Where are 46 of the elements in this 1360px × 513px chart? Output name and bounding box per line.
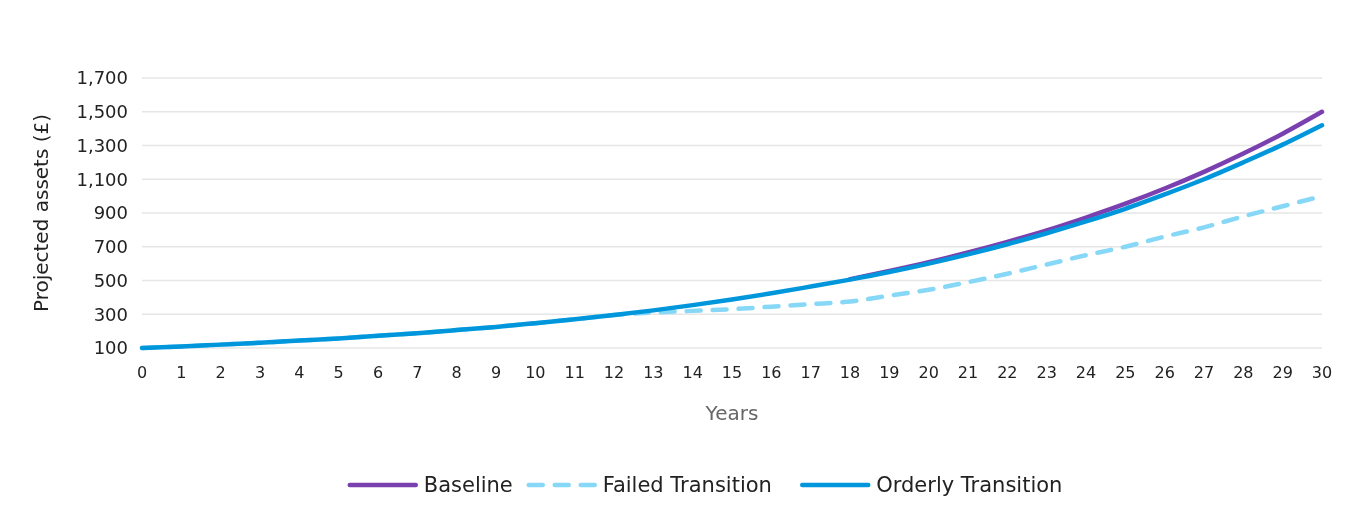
x-tick-label: 3: [254, 363, 266, 382]
y-tick-label: 300: [93, 303, 128, 325]
x-tick-label: 19: [879, 363, 900, 382]
x-tick-label: 20: [918, 363, 939, 382]
y-tick-label: 1,500: [76, 101, 128, 123]
x-tick-label: 27: [1193, 363, 1215, 382]
x-tick-label: 25: [1115, 363, 1136, 382]
x-tick-label: 22: [997, 363, 1018, 382]
x-tick-label: 5: [333, 363, 344, 382]
legend-label: Orderly Transition: [876, 473, 1063, 498]
y-tick-label: 500: [93, 269, 128, 291]
y-axis-title: Projected assets (£): [29, 113, 53, 313]
x-tick-label: 21: [957, 363, 979, 382]
y-tick-label: 700: [93, 236, 128, 258]
x-tick-label: 4: [294, 363, 305, 382]
y-tick-label: 100: [93, 337, 128, 359]
x-tick-label: 26: [1154, 363, 1175, 382]
x-tick-label: 9: [490, 363, 502, 382]
y-tick-label: 1,100: [76, 168, 128, 190]
x-tick-label: 14: [682, 363, 703, 382]
y-tick-label: 1,300: [76, 134, 128, 156]
line-series: [139, 123, 1325, 351]
y-tick-label: 900: [93, 202, 128, 224]
x-tick-label: 1: [176, 363, 187, 382]
x-tick-label: 24: [1075, 363, 1097, 382]
x-tick-label: 10: [525, 363, 546, 382]
x-tick-label: 15: [721, 363, 743, 382]
x-tick-label: 16: [761, 363, 782, 382]
x-tick-label: 30: [1311, 363, 1333, 382]
x-tick-label: 2: [215, 363, 226, 382]
x-tick-label: 23: [1036, 363, 1057, 382]
x-tick-label: 6: [372, 363, 384, 382]
x-tick-label: 13: [643, 363, 664, 382]
x-tick-label: 29: [1272, 363, 1293, 382]
x-tick-label: 12: [603, 363, 625, 382]
x-tick-label: 18: [839, 363, 861, 382]
x-tick-label: 7: [412, 363, 423, 382]
x-tick-label: 28: [1233, 363, 1254, 382]
x-tick-label: 0: [136, 363, 148, 382]
y-tick-label: 1,700: [76, 67, 128, 89]
legend-label: Baseline: [423, 473, 513, 498]
legend-label: Failed Transition: [602, 473, 772, 498]
x-tick-label: 11: [564, 363, 585, 382]
x-tick-label: 17: [800, 363, 821, 382]
x-tick-label: 8: [451, 363, 462, 382]
x-axis-title: Years: [704, 401, 759, 425]
